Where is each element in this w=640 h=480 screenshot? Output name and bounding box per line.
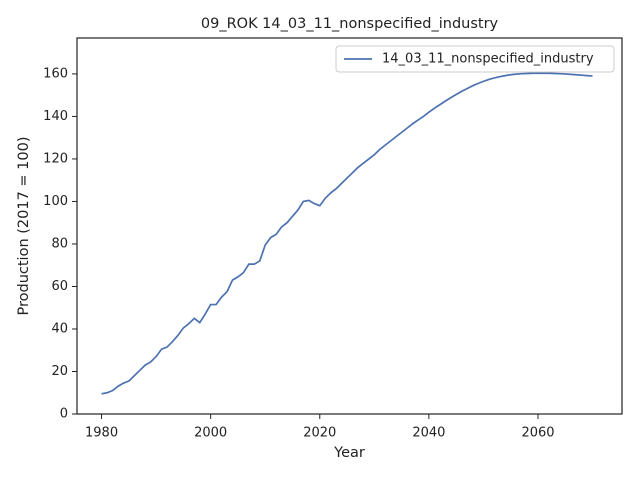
y-tick-label: 160 (43, 66, 68, 81)
x-axis-label: Year (333, 445, 365, 461)
x-tick-label: 2040 (412, 426, 445, 441)
y-tick-label: 40 (51, 321, 68, 336)
y-tick-label: 100 (43, 194, 68, 209)
legend-label: 14_03_11_nonspecified_industry (382, 52, 594, 67)
x-tick-label: 2000 (194, 426, 227, 441)
y-tick-label: 140 (43, 109, 68, 124)
chart-title: 09_ROK 14_03_11_nonspecified_industry (201, 16, 499, 32)
y-tick-label: 120 (43, 151, 68, 166)
y-axis-label: Production (2017 = 100) (16, 136, 32, 315)
x-tick-label: 1980 (85, 426, 118, 441)
legend-box (335, 45, 615, 73)
x-tick-label: 2020 (303, 426, 336, 441)
y-tick-label: 80 (51, 236, 68, 251)
data-line (101, 72, 593, 395)
plot-frame (76, 37, 623, 415)
y-tick-label: 0 (60, 407, 68, 422)
x-tick-label: 2060 (521, 426, 554, 441)
y-tick-label: 60 (51, 279, 68, 294)
y-tick-label: 20 (51, 364, 68, 379)
